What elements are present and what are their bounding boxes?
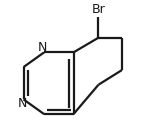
Text: Br: Br (92, 3, 105, 16)
Text: N: N (17, 97, 27, 110)
Text: N: N (38, 41, 47, 55)
